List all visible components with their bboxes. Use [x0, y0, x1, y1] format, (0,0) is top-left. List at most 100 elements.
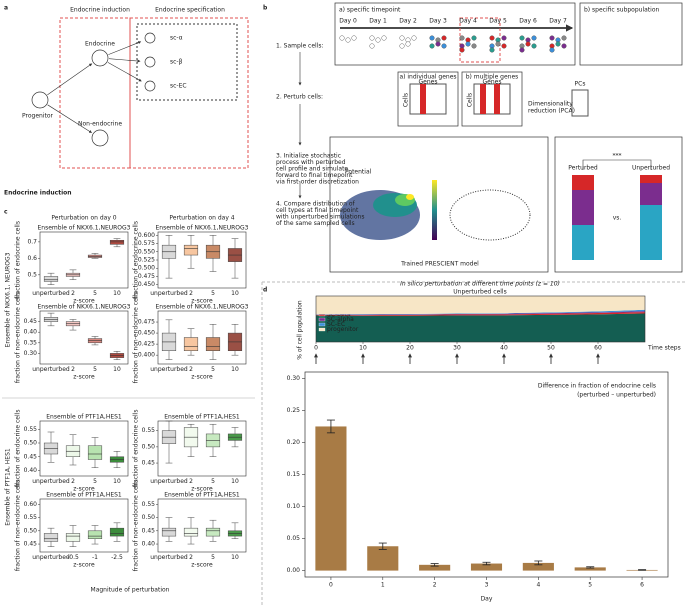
model-label: Trained PRESCIENT model [400, 261, 479, 268]
x-tick-label: 10 [231, 290, 239, 297]
y-tick-label: 0.450 [138, 281, 155, 288]
y-tick-label: 0.10 [287, 503, 301, 510]
bar [574, 567, 606, 571]
y-tick-label: 0.400 [138, 352, 155, 359]
y-tick-label: 0.5 [27, 271, 37, 278]
x-tick-label: 10 [113, 366, 121, 373]
x-tick-label: 50 [547, 345, 555, 352]
y-tick-label: 0.475 [138, 273, 155, 280]
panel-label: b [263, 5, 268, 12]
column-title: Perturbation on day 4 [169, 215, 234, 222]
area-band [316, 309, 645, 315]
x-tick-label: 5 [211, 290, 215, 297]
box [43, 276, 59, 282]
node-label: sc-β [170, 59, 183, 66]
umap-sketch [340, 180, 531, 241]
day-label: Day 6 [519, 18, 537, 25]
x-tick-label: unperturbed [150, 554, 188, 561]
cell [441, 35, 447, 41]
x-tick-label: 10 [231, 554, 239, 561]
specification-box [129, 17, 249, 169]
step: via first-order discretization [276, 179, 359, 186]
legend-label: SC-alpha [327, 316, 354, 323]
y-tick-label: 0.475 [138, 319, 155, 326]
cell [519, 47, 525, 53]
cell [561, 43, 567, 49]
row-title: Ensemble of NKX6.1, NEUROG3 [5, 252, 12, 347]
potential-label: Potential [345, 169, 372, 176]
area-band [316, 312, 645, 316]
x-tick-label: 2 [189, 554, 193, 561]
bar [522, 562, 554, 571]
box [87, 254, 103, 258]
cell [429, 43, 435, 49]
plot-title: Ensemble of PTF1A,HES1 [46, 492, 122, 499]
legend-label: progenitor [327, 326, 359, 333]
arrow [108, 41, 142, 55]
node-label: Endocrine [85, 41, 115, 48]
cell [399, 35, 405, 41]
row-title: Ensemble of PTF1A, HES1 [5, 448, 12, 526]
step: 2. Perturb cells: [276, 94, 323, 101]
x-axis-label: z-score [73, 298, 95, 305]
node [144, 32, 156, 44]
y-tick-label: 0.15 [287, 471, 301, 478]
box [109, 239, 125, 245]
x-tick-label: 0 [314, 345, 318, 352]
cell [501, 43, 507, 49]
box [205, 527, 221, 537]
cell [519, 35, 525, 41]
x-tick-label: 1 [381, 582, 385, 589]
day-label: Day 7 [549, 18, 567, 25]
x-tick-label: unperturbed [150, 478, 188, 485]
compare-box [554, 136, 683, 273]
day-label: Day 2 [399, 18, 417, 25]
x-tick-label: -0.5 [67, 554, 79, 561]
x-tick-label: unperturbed [32, 366, 70, 373]
panel-separator [261, 281, 685, 607]
x-tick-label: 5 [211, 554, 215, 561]
x-tick-label: 2 [189, 478, 193, 485]
y-tick-label: 0.525 [138, 257, 155, 264]
cell [549, 47, 555, 53]
x-axis-label: z-score [191, 374, 213, 381]
node [144, 80, 156, 92]
cell [459, 35, 465, 41]
panel-label: c [4, 209, 8, 216]
node-label: sc-α [170, 35, 183, 42]
node [91, 129, 109, 147]
x-axis-label: z-score [191, 562, 213, 569]
cell [495, 41, 501, 47]
y-tick-label: 0.40 [24, 467, 38, 474]
cell [531, 35, 537, 41]
cell [339, 35, 345, 41]
header: Endocrine specification [155, 7, 225, 14]
y-tick-label: 0.35 [24, 339, 38, 346]
gene-matrix [409, 83, 589, 117]
x-tick-label: 2 [71, 478, 75, 485]
y-tick-label: 0.425 [138, 341, 155, 348]
y-tick-label: 0.30 [24, 350, 38, 357]
plot-frame [39, 420, 129, 477]
node [144, 56, 156, 68]
plot-frame [157, 498, 247, 553]
subpopulation-box [579, 2, 683, 66]
cell [405, 41, 411, 47]
step: cell profile and simulate [276, 166, 348, 173]
axis-label: Genes [483, 79, 502, 86]
y-tick-label: 0.05 [287, 535, 301, 542]
multiple-genes-box [461, 71, 523, 127]
y-tick-label: 0.550 [138, 248, 155, 255]
day-label: Day 0 [339, 18, 357, 25]
node [31, 91, 49, 109]
y-axis-label: fraction of endocrine cells [15, 410, 22, 488]
cell [441, 43, 447, 49]
x-tick-label: 5 [93, 366, 97, 373]
area-band [316, 313, 645, 342]
arrow [107, 62, 142, 82]
bar [315, 426, 347, 571]
box-title: b) multiple genes [466, 74, 519, 81]
header: Endocrine induction [70, 7, 130, 14]
box [87, 530, 103, 539]
column-title: Perturbation on day 0 [51, 215, 116, 222]
